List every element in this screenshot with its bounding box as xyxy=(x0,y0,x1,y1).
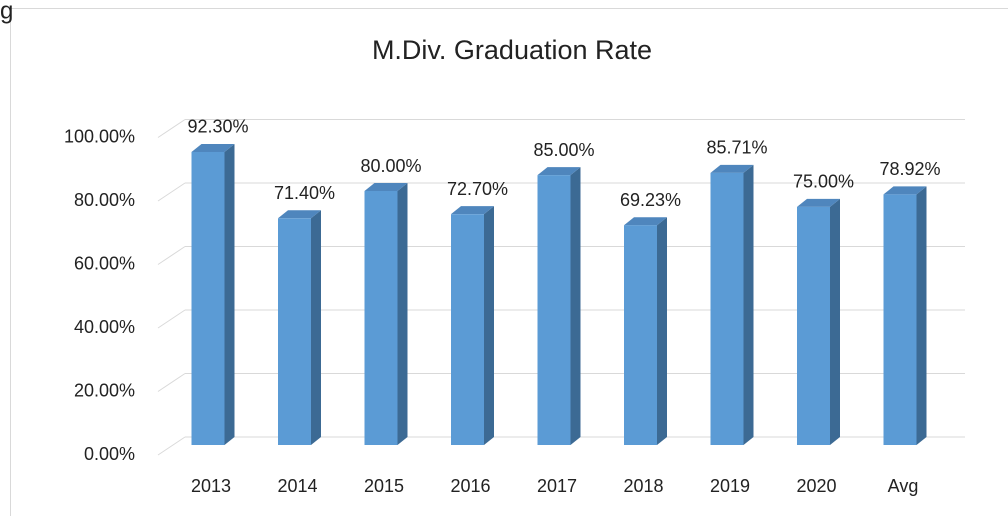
bar-top xyxy=(278,210,321,219)
y-tick-label: 80.00% xyxy=(74,190,135,210)
bar xyxy=(191,151,225,445)
value-label: 80.00% xyxy=(360,156,421,176)
bar-top xyxy=(624,217,667,226)
x-tick-label: 2015 xyxy=(364,476,404,496)
bar xyxy=(624,225,657,445)
bar xyxy=(537,175,571,445)
chart-frame xyxy=(10,8,1008,516)
bar-side xyxy=(570,167,581,445)
value-label: 72.70% xyxy=(447,179,508,199)
bar-side xyxy=(484,206,494,445)
bar-side xyxy=(830,198,840,445)
y-tick-label: 20.00% xyxy=(74,380,135,400)
y-tick-label: 0.00% xyxy=(84,444,135,464)
bar xyxy=(451,214,484,445)
value-label: 92.30% xyxy=(187,117,248,137)
grid-line-depth xyxy=(157,373,186,392)
grid-line-depth xyxy=(157,246,186,265)
value-label: 71.40% xyxy=(274,183,335,203)
chart-title: M.Div. Graduation Rate xyxy=(372,35,652,65)
bar-top xyxy=(710,164,754,173)
caption-fragment: g xyxy=(0,0,13,24)
y-tick-label: 60.00% xyxy=(74,253,135,273)
x-tick-label: 2019 xyxy=(710,476,750,496)
bar-side xyxy=(916,186,927,445)
value-label: 85.71% xyxy=(706,138,767,158)
x-tick-label: 2016 xyxy=(450,476,490,496)
y-tick-label: 100.00% xyxy=(64,126,135,146)
x-tick-label: 2018 xyxy=(623,476,663,496)
grid-line-depth xyxy=(157,309,186,329)
bar-top xyxy=(191,143,235,152)
bar-top xyxy=(797,198,840,207)
grid-line-depth xyxy=(157,182,186,202)
bar-top xyxy=(537,167,581,176)
value-label: 75.00% xyxy=(793,172,854,192)
grid-line-depth xyxy=(157,119,186,138)
bar xyxy=(278,218,311,445)
y-tick-label: 40.00% xyxy=(74,317,135,337)
bar-top xyxy=(883,186,927,195)
bar xyxy=(797,206,830,445)
x-tick-label: 2013 xyxy=(191,476,231,496)
bar xyxy=(710,172,744,446)
value-label: 85.00% xyxy=(533,140,594,160)
bar-side xyxy=(311,210,321,445)
bar xyxy=(883,194,917,445)
grid-line-depth xyxy=(157,436,186,456)
bar-top xyxy=(364,183,408,191)
value-label: 78.92% xyxy=(879,159,940,179)
x-tick-label: Avg xyxy=(888,476,919,496)
bar-top xyxy=(451,206,494,215)
bar-side xyxy=(743,164,754,446)
value-label: 69.23% xyxy=(620,190,681,210)
x-tick-label: 2014 xyxy=(277,476,317,496)
bar-side xyxy=(397,183,408,445)
bar-side xyxy=(224,143,235,445)
x-tick-label: 2020 xyxy=(796,476,836,496)
bar xyxy=(364,191,398,445)
x-tick-label: 2017 xyxy=(537,476,577,496)
bar-side xyxy=(657,217,667,445)
